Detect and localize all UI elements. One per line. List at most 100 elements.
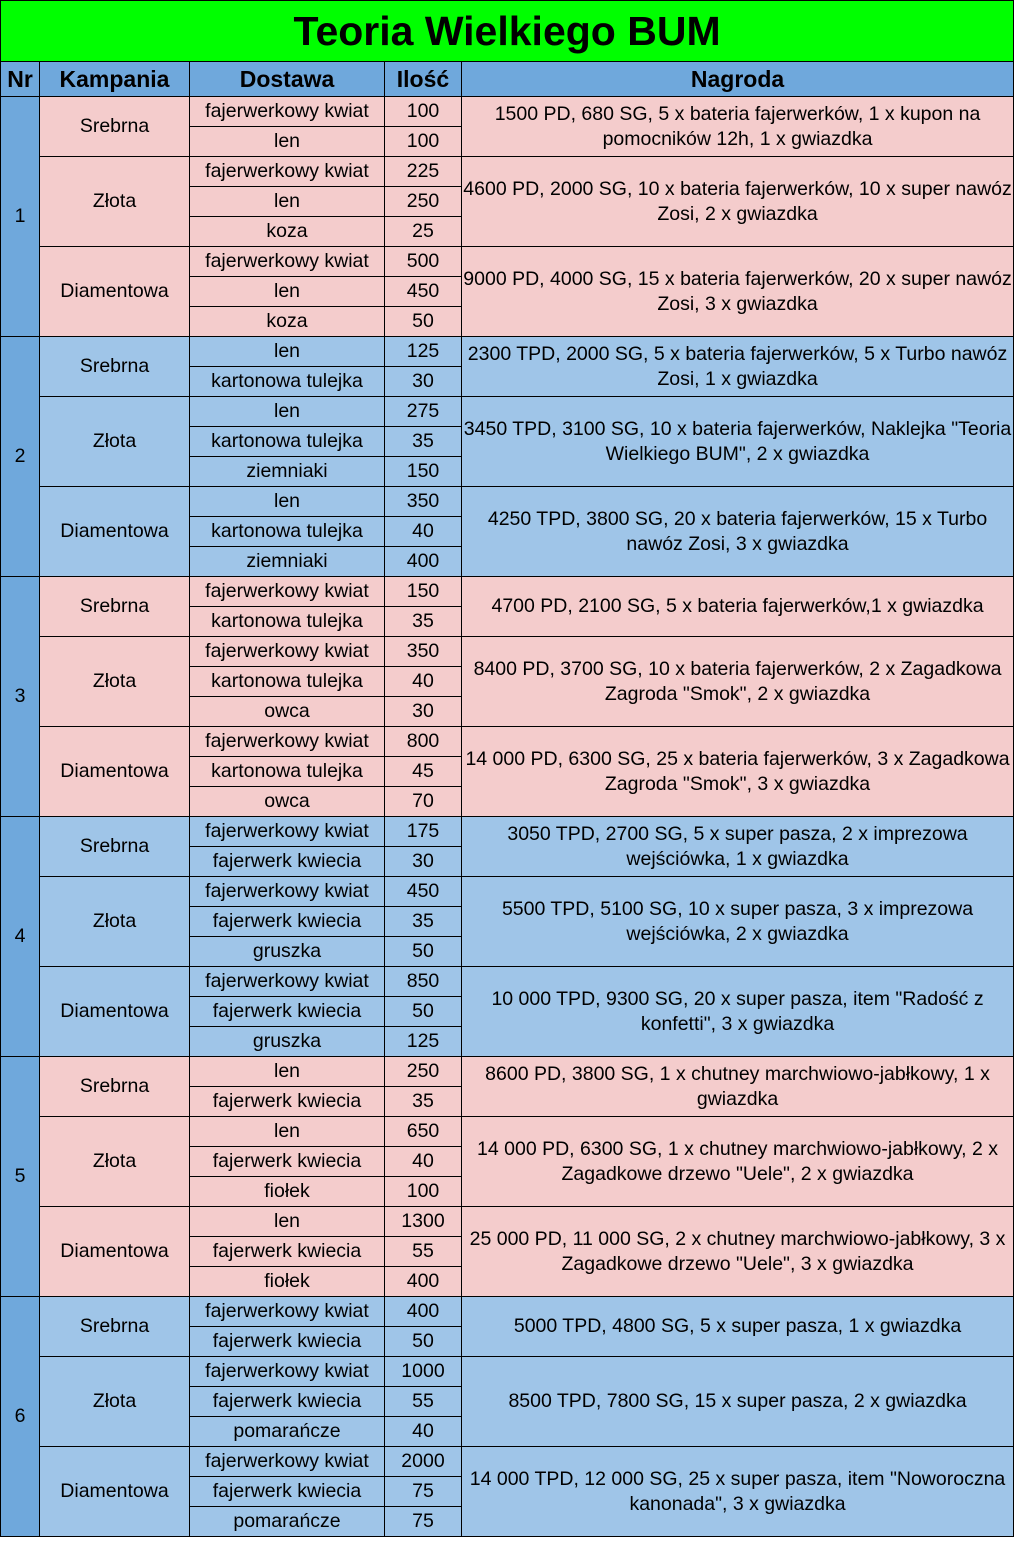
table-row: Diamentowa len 1300 25 000 PD, 11 000 SG, 2…: [1, 1206, 1014, 1297]
delivery-quantity: 40: [384, 1146, 462, 1177]
delivery-quantity: 100: [384, 1176, 462, 1207]
stage-number: 2: [0, 336, 40, 577]
table-row: Diamentowa fajerwerkowy kwiat 850 10 000 TP…: [1, 966, 1014, 1057]
delivery-quantity: 40: [384, 516, 462, 547]
delivery-item: fajerwerkowy kwiat: [189, 876, 385, 907]
delivery-item: ziemniaki: [189, 546, 385, 577]
delivery-quantity: 35: [384, 426, 462, 457]
campaign-reward: 14 000 PD, 6300 SG, 25 x bateria fajerwe…: [460, 726, 1014, 817]
table-row: fajerwerk kwiecia 35: [1, 906, 1014, 937]
table-row: fiołek 100: [1, 1176, 1014, 1207]
delivery-quantity: 50: [384, 936, 462, 967]
table-row: ziemniaki 150: [1, 456, 1014, 487]
delivery-item: fajerwerk kwiecia: [189, 1236, 385, 1267]
table-row: kartonowa tulejka 40: [1, 666, 1014, 697]
delivery-quantity: 1300: [384, 1206, 462, 1237]
delivery-quantity: 125: [384, 336, 462, 367]
table-row: 1 Srebrna fajerwerkowy kwiat 100 1500 PD, 68…: [0, 96, 1014, 337]
table-row: Złota fajerwerkowy kwiat 450 5500 TPD, 5100…: [1, 876, 1014, 967]
campaign-name: Srebrna: [39, 96, 190, 157]
delivery-quantity: 40: [384, 1416, 462, 1447]
campaign-reward: 14 000 TPD, 12 000 SG, 25 x super pasza,…: [460, 1446, 1014, 1537]
delivery-quantity: 75: [384, 1476, 462, 1507]
delivery-quantity: 100: [384, 126, 462, 157]
delivery-item: fajerwerk kwiecia: [189, 1386, 385, 1417]
delivery-item: len: [189, 186, 385, 217]
delivery-item: fajerwerkowy kwiat: [189, 156, 385, 187]
table-row: 4 Srebrna fajerwerkowy kwiat 175 3050 TPD, 2…: [0, 816, 1014, 1057]
campaign-name: Srebrna: [39, 336, 190, 397]
delivery-quantity: 450: [384, 876, 462, 907]
delivery-item: fajerwerk kwiecia: [189, 1326, 385, 1357]
delivery-item: owca: [189, 786, 385, 817]
campaign-name: Srebrna: [39, 816, 190, 877]
delivery-item: fajerwerkowy kwiat: [189, 636, 385, 667]
stage-number: 5: [0, 1056, 40, 1297]
table-row: Diamentowa fajerwerkowy kwiat 500 9000 PD, …: [1, 246, 1014, 337]
campaign-reward: 8600 PD, 3800 SG, 1 x chutney marchwiowo…: [460, 1056, 1014, 1117]
campaign-name: Diamentowa: [39, 246, 190, 337]
campaign-reward: 1500 PD, 680 SG, 5 x bateria fajerwerków…: [460, 96, 1014, 157]
delivery-quantity: 250: [384, 1056, 462, 1087]
delivery-item: fajerwerkowy kwiat: [189, 966, 385, 997]
delivery-item: kartonowa tulejka: [189, 606, 385, 637]
campaign-reward: 8400 PD, 3700 SG, 10 x bateria fajerwerk…: [460, 636, 1014, 727]
delivery-item: fajerwerkowy kwiat: [189, 576, 385, 607]
delivery-item: len: [189, 126, 385, 157]
header-ilosc: Ilość: [384, 61, 462, 97]
delivery-quantity: 55: [384, 1386, 462, 1417]
delivery-item: fajerwerk kwiecia: [189, 906, 385, 937]
delivery-quantity: 75: [384, 1506, 462, 1537]
delivery-item: pomarańcze: [189, 1416, 385, 1447]
delivery-quantity: 25: [384, 216, 462, 247]
table-row: owca 70: [1, 786, 1014, 817]
table-row: fiołek 400: [1, 1266, 1014, 1297]
delivery-item: fiołek: [189, 1266, 385, 1297]
delivery-item: fajerwerkowy kwiat: [189, 1446, 385, 1477]
campaign-reward: 14 000 PD, 6300 SG, 1 x chutney marchwio…: [460, 1116, 1014, 1207]
delivery-quantity: 30: [384, 696, 462, 727]
table-row: Złota len 650 14 000 PD, 6300 SG, 1 x chutn…: [1, 1116, 1014, 1207]
campaign-reward: 4250 TPD, 3800 SG, 20 x bateria fajerwer…: [460, 486, 1014, 577]
campaign-name: Złota: [39, 636, 190, 727]
delivery-quantity: 100: [384, 96, 462, 127]
table-row: koza 25: [1, 216, 1014, 247]
campaign-reward: 4600 PD, 2000 SG, 10 x bateria fajerwerk…: [460, 156, 1014, 247]
table-row: 2 Srebrna len 125 2300 TPD, 2000 SG, 5 x bat…: [0, 336, 1014, 577]
stage-number: 6: [0, 1296, 40, 1537]
delivery-item: fajerwerkowy kwiat: [189, 1356, 385, 1387]
table-body: 1 Srebrna fajerwerkowy kwiat 100 1500 PD, 68…: [0, 96, 1014, 1537]
delivery-quantity: 450: [384, 276, 462, 307]
table-row: 3 Srebrna fajerwerkowy kwiat 150 4700 PD, 21…: [0, 576, 1014, 817]
delivery-quantity: 35: [384, 906, 462, 937]
table-row: 6 Srebrna fajerwerkowy kwiat 400 5000 TPD, 4…: [0, 1296, 1014, 1537]
campaign-name: Złota: [39, 1356, 190, 1447]
delivery-item: len: [189, 1056, 385, 1087]
campaign-name: Diamentowa: [39, 966, 190, 1057]
delivery-item: kartonowa tulejka: [189, 366, 385, 397]
delivery-item: fajerwerkowy kwiat: [189, 96, 385, 127]
campaign-reward: 9000 PD, 4000 SG, 15 x bateria fajerwerk…: [460, 246, 1014, 337]
delivery-item: fajerwerk kwiecia: [189, 1146, 385, 1177]
delivery-quantity: 350: [384, 486, 462, 517]
campaign-reward: 5000 TPD, 4800 SG, 5 x super pasza, 1 x …: [460, 1296, 1014, 1357]
delivery-quantity: 350: [384, 636, 462, 667]
delivery-quantity: 30: [384, 846, 462, 877]
table-row: fajerwerk kwiecia 50: [1, 1326, 1014, 1357]
delivery-item: fajerwerk kwiecia: [189, 996, 385, 1027]
campaign-reward: 8500 TPD, 7800 SG, 15 x super pasza, 2 x…: [460, 1356, 1014, 1447]
delivery-item: len: [189, 336, 385, 367]
table-row: fajerwerk kwiecia 30: [1, 846, 1014, 877]
campaign-reward: 10 000 TPD, 9300 SG, 20 x super pasza, i…: [460, 966, 1014, 1057]
campaign-name: Złota: [39, 1116, 190, 1207]
stage-number: 3: [0, 576, 40, 817]
table-row: Złota fajerwerkowy kwiat 1000 8500 TPD, 780…: [1, 1356, 1014, 1447]
table-row: koza 50: [1, 306, 1014, 337]
stage-number: 1: [0, 96, 40, 337]
campaign-name: Złota: [39, 156, 190, 247]
delivery-item: koza: [189, 306, 385, 337]
delivery-quantity: 50: [384, 1326, 462, 1357]
delivery-item: gruszka: [189, 936, 385, 967]
header-row: Nr Kampania Dostawa Ilość Nagroda: [0, 61, 1014, 97]
delivery-item: fiołek: [189, 1176, 385, 1207]
